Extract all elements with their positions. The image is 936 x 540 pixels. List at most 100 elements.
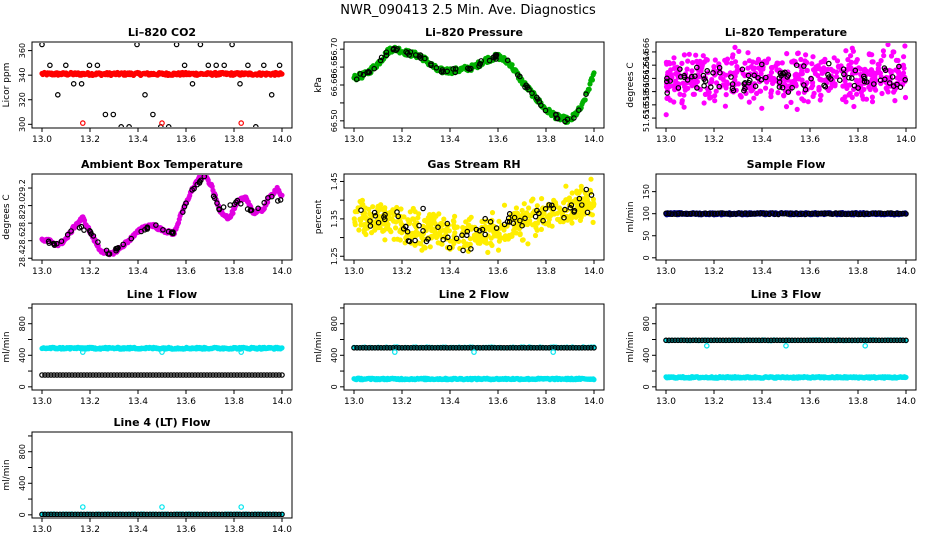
data-point <box>229 43 235 48</box>
data-point <box>868 72 874 78</box>
data-point <box>533 94 540 101</box>
data-point <box>809 61 815 67</box>
data-point <box>800 63 807 69</box>
data-point <box>842 211 849 217</box>
y-tick-label: 800 <box>330 316 339 331</box>
data-point <box>828 337 834 344</box>
data-point <box>42 372 48 378</box>
data-point <box>268 92 275 98</box>
data-point <box>831 55 837 61</box>
data-point <box>896 63 902 70</box>
data-point <box>863 210 870 217</box>
data-point <box>704 68 711 74</box>
data-point <box>54 511 60 517</box>
data-point <box>464 228 471 235</box>
data-point <box>795 90 802 96</box>
data-point <box>568 202 575 208</box>
data-point <box>875 210 882 216</box>
data-point <box>392 225 399 231</box>
data-point <box>828 66 834 73</box>
data-point <box>851 103 857 110</box>
data-point <box>853 77 859 84</box>
x-tick-label: 14.0 <box>584 135 604 145</box>
data-point <box>684 211 691 217</box>
data-point <box>264 372 270 378</box>
data-point <box>825 71 831 78</box>
data-point <box>180 209 186 215</box>
x-tick-label: 13.8 <box>536 397 556 407</box>
data-point <box>57 372 63 378</box>
data-point <box>701 76 708 82</box>
data-point <box>711 337 717 344</box>
data-point <box>542 107 549 114</box>
x-tick-label: 13.4 <box>128 135 148 145</box>
data-point <box>747 337 753 344</box>
data-point <box>550 205 557 212</box>
data-point <box>489 344 495 351</box>
data-point <box>159 349 165 355</box>
data-point <box>751 95 757 101</box>
data-point <box>849 94 855 101</box>
data-point <box>889 74 896 80</box>
data-point <box>425 215 431 221</box>
y-tick-label: 0 <box>642 255 651 260</box>
data-point <box>493 225 500 231</box>
x-tick-label: 13.6 <box>176 397 196 407</box>
data-point <box>569 190 575 196</box>
data-point <box>700 53 706 59</box>
data-point <box>894 210 900 217</box>
data-point <box>183 200 189 207</box>
data-point <box>123 372 129 378</box>
data-point <box>456 344 462 351</box>
data-point <box>753 90 760 97</box>
data-point <box>78 223 85 230</box>
data-point <box>450 344 456 351</box>
y-tick-label: 1.45 <box>330 173 339 191</box>
data-point <box>744 337 750 344</box>
data-point <box>790 211 797 218</box>
chart-title: Li–820 Pressure <box>425 26 523 39</box>
data-point <box>72 511 78 517</box>
data-point <box>48 511 54 517</box>
data-point <box>546 344 552 351</box>
data-point <box>210 511 216 517</box>
data-point <box>459 232 465 239</box>
data-point <box>671 55 677 61</box>
data-point <box>468 344 474 351</box>
data-point <box>751 211 757 217</box>
x-tick-label: 14.0 <box>584 397 604 407</box>
data-point <box>804 67 810 74</box>
data-point <box>768 65 775 71</box>
data-point <box>862 342 869 349</box>
data-point <box>451 213 458 219</box>
data-point <box>886 80 893 86</box>
data-point <box>509 62 515 68</box>
data-point <box>447 238 453 244</box>
data-point <box>702 210 709 217</box>
data-point <box>864 337 870 344</box>
data-point <box>42 511 48 517</box>
data-point <box>757 67 764 73</box>
data-point <box>435 224 441 231</box>
data-point <box>784 211 791 217</box>
data-point <box>730 87 737 94</box>
data-point <box>861 337 867 344</box>
data-point <box>144 511 150 517</box>
data-point <box>735 81 742 87</box>
data-point <box>525 344 531 351</box>
data-point <box>672 337 678 344</box>
x-tick-label: 13.2 <box>704 135 724 145</box>
y-tick-label: 1.35 <box>330 210 339 228</box>
data-point <box>210 193 217 200</box>
data-point <box>447 344 453 351</box>
data-point <box>794 50 801 57</box>
data-point <box>827 211 833 217</box>
data-point <box>354 344 360 351</box>
data-point <box>877 77 884 84</box>
data-point <box>388 229 394 235</box>
data-point <box>378 344 384 351</box>
data-point <box>557 219 563 225</box>
data-point <box>426 344 432 351</box>
data-point <box>846 337 852 344</box>
data-point <box>822 83 829 90</box>
